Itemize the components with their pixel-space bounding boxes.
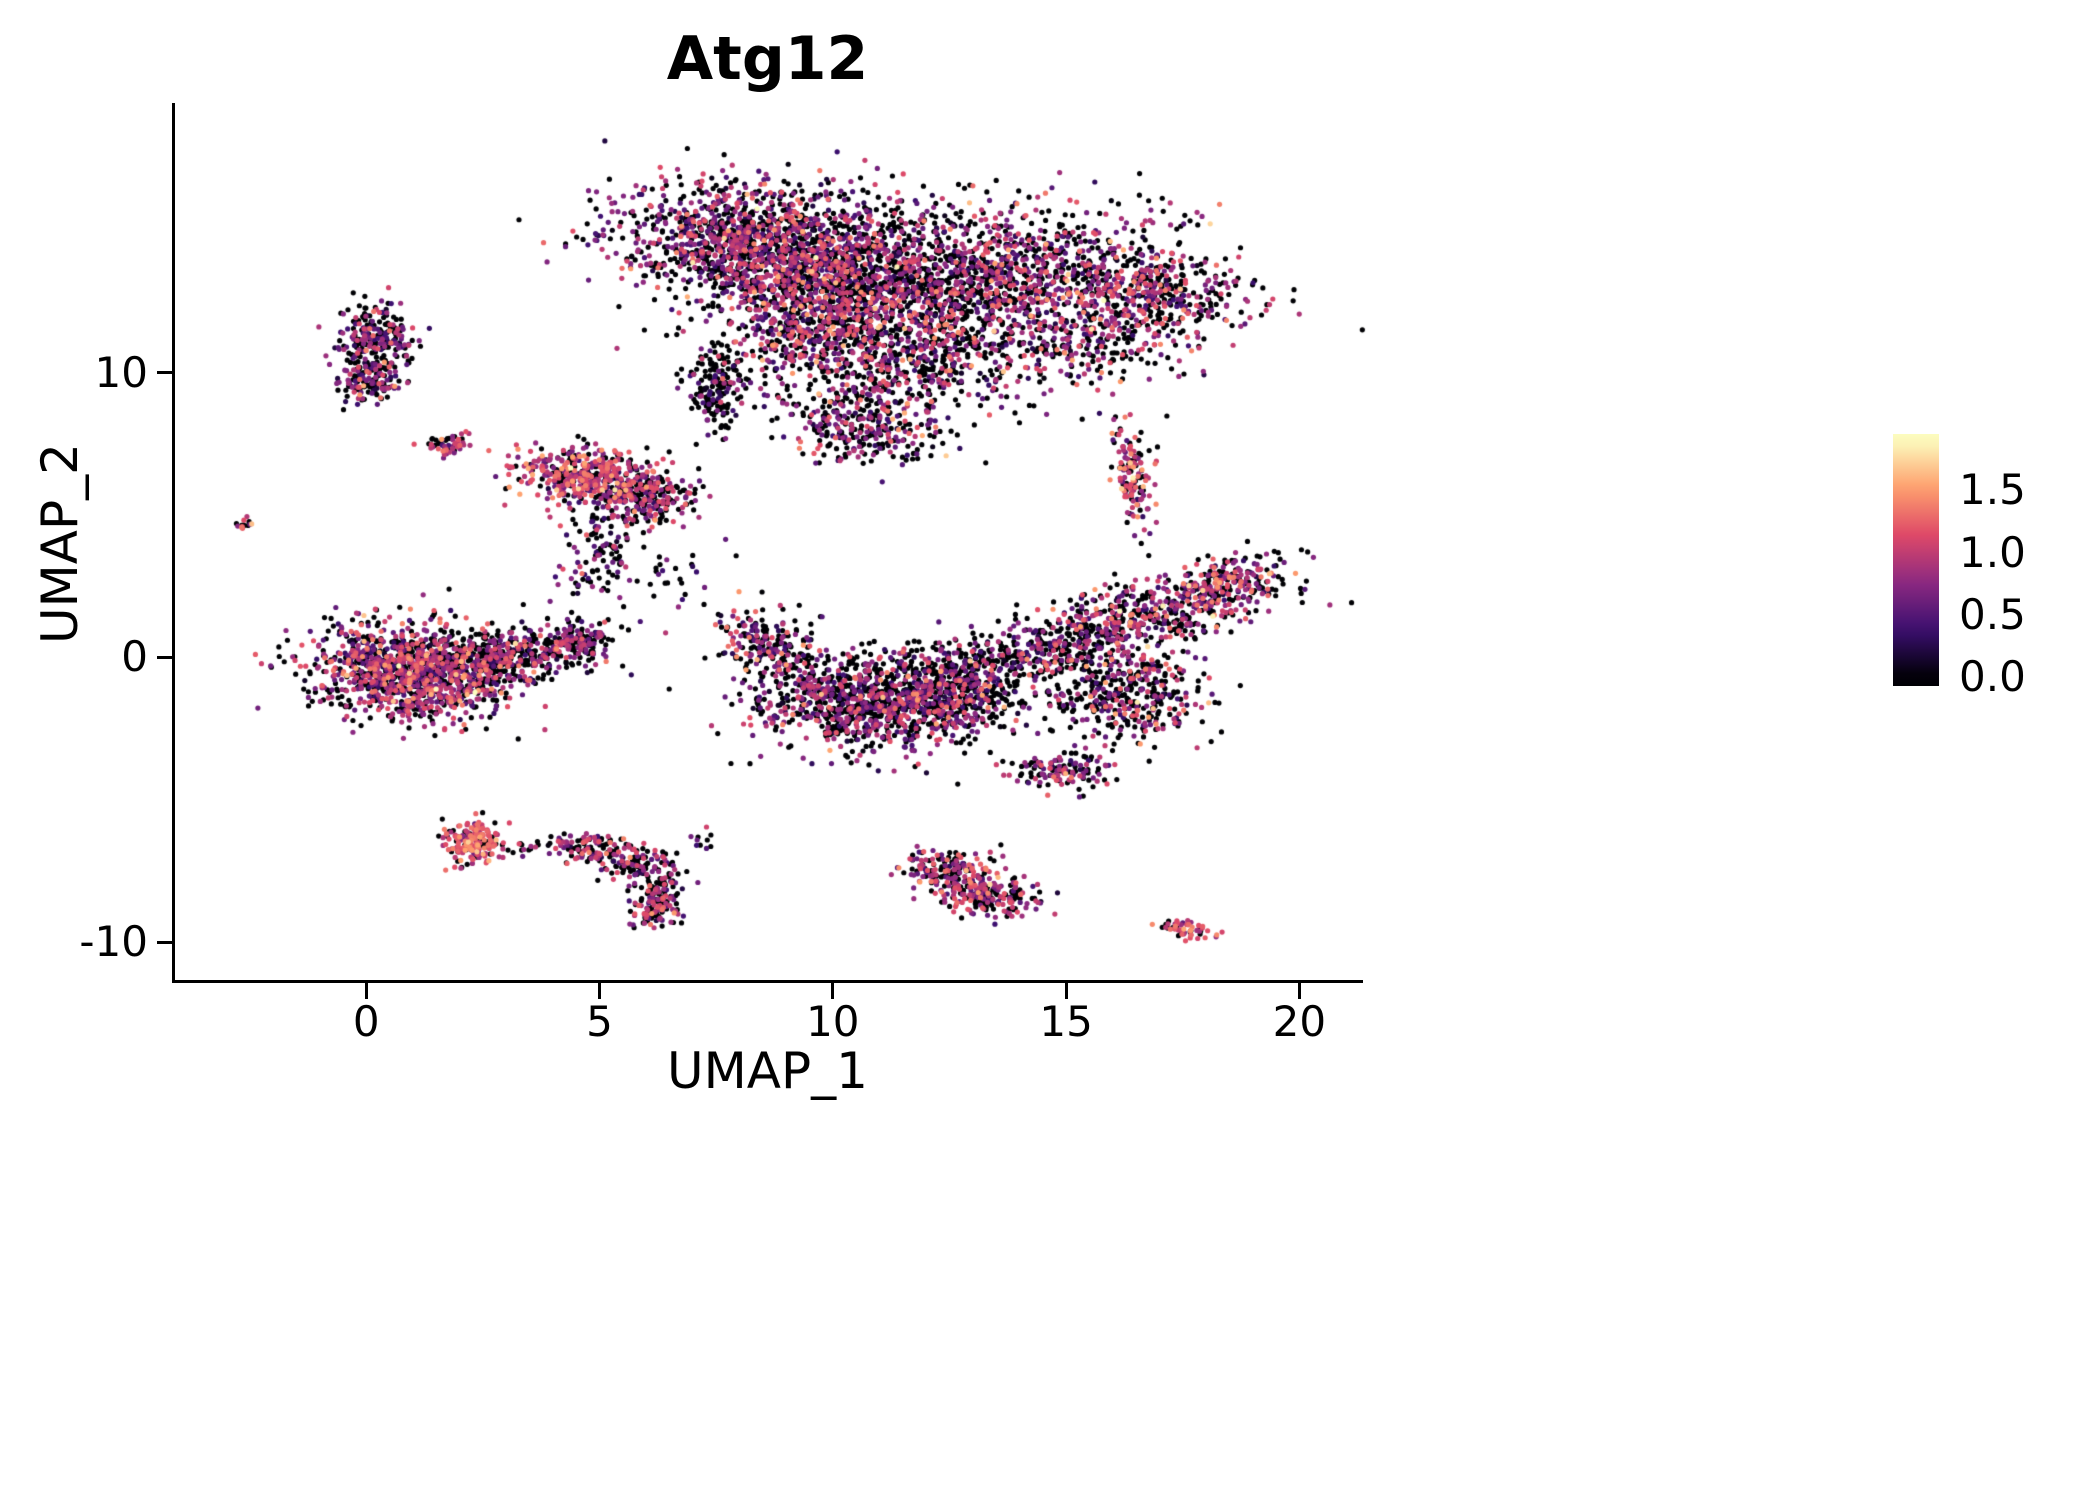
x-tick-label: 0 <box>352 997 380 1046</box>
y-tick-label: 10 <box>94 347 148 397</box>
colorbar-tick-label: 1.0 <box>1959 527 2026 577</box>
y-tick-mark <box>157 940 173 944</box>
x-axis-line <box>172 980 1363 983</box>
colorbar-tick-label: 1.5 <box>1959 465 2026 515</box>
colorbar-tick-label: 0.5 <box>1959 589 2026 639</box>
x-axis-label: UMAP_1 <box>667 1042 868 1100</box>
y-tick-mark <box>157 371 173 375</box>
x-tick-label: 5 <box>586 997 613 1046</box>
y-tick-label: -10 <box>79 917 148 967</box>
colorbar <box>1893 434 1939 686</box>
y-tick-mark <box>157 655 173 659</box>
x-tick-mark <box>1297 983 1301 999</box>
colorbar-tick-label: 0.0 <box>1959 652 2026 702</box>
x-tick-label: 10 <box>806 997 860 1046</box>
y-axis-label: UMAP_2 <box>31 443 89 644</box>
y-tick-label: 0 <box>121 632 148 682</box>
x-tick-mark <box>598 983 602 999</box>
x-tick-label: 20 <box>1272 997 1327 1046</box>
plot-title: Atg12 <box>666 24 869 94</box>
x-tick-mark <box>831 983 835 999</box>
x-tick-mark <box>364 983 368 999</box>
y-axis-line <box>172 103 175 983</box>
x-tick-label: 15 <box>1039 997 1093 1046</box>
x-tick-mark <box>1064 983 1068 999</box>
